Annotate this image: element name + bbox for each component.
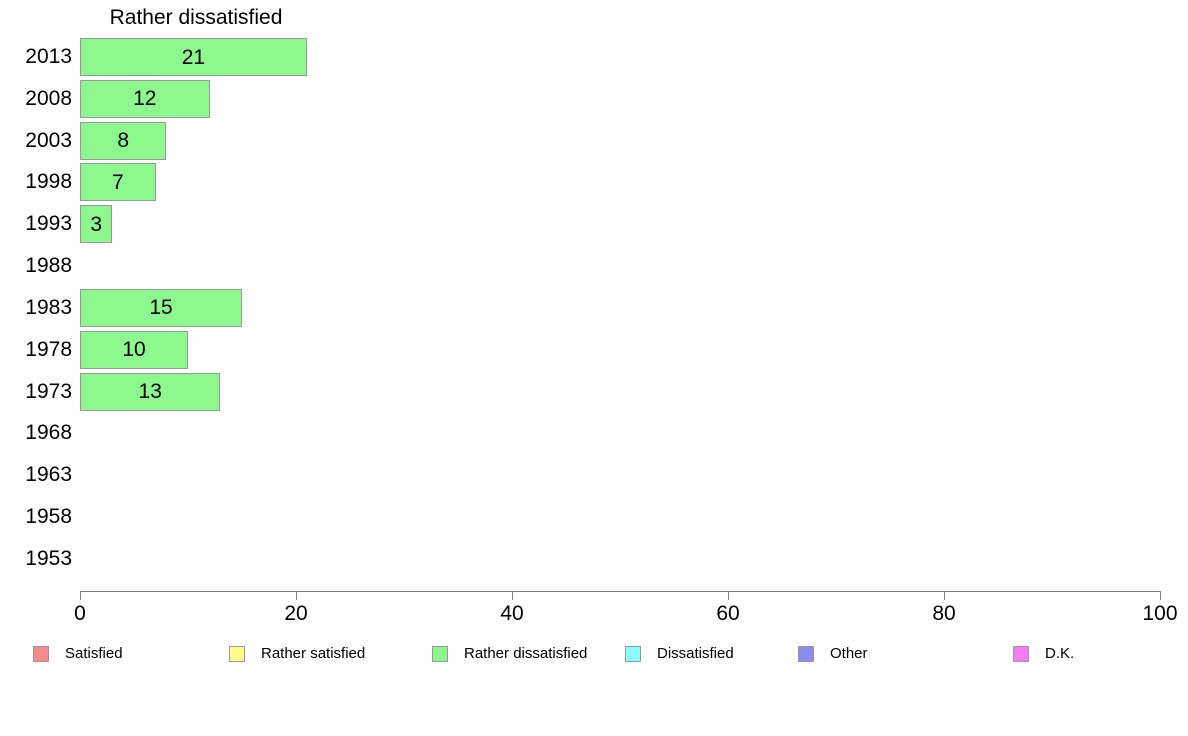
- year-label: 2008: [25, 86, 72, 110]
- legend-label: Dissatisfied: [657, 645, 734, 662]
- x-axis-tick: [511, 591, 513, 600]
- legend-item-satisfied: Satisfied: [33, 646, 123, 662]
- legend-swatch: [798, 646, 814, 662]
- bar-rather-dissatisfied: 10: [80, 330, 188, 369]
- chart-title: Rather dissatisfied: [109, 6, 283, 29]
- bar-value-label: 15: [149, 296, 173, 320]
- bar-rather-dissatisfied: 21: [80, 38, 307, 76]
- year-label: 1998: [25, 170, 72, 194]
- x-axis-tick: [727, 591, 729, 600]
- year-label: 1993: [25, 212, 72, 236]
- legend-item-rather-satisfied: Rather satisfied: [229, 646, 365, 662]
- legend-swatch: [1013, 646, 1029, 662]
- year-label: 1988: [25, 254, 72, 278]
- bar-value-label: 10: [122, 338, 146, 362]
- bar-rather-dissatisfied: 13: [80, 372, 221, 411]
- bar-value-label: 7: [111, 170, 124, 194]
- legend-label: Satisfied: [65, 645, 123, 662]
- bar-value-label: 8: [117, 129, 130, 153]
- year-label: 2013: [25, 45, 72, 68]
- x-axis-tick-label: 60: [716, 602, 740, 625]
- x-axis-tick: [943, 591, 945, 600]
- x-axis-tick-label: 0: [74, 602, 86, 625]
- x-axis-tick-label: 40: [500, 602, 524, 625]
- legend-label: Rather satisfied: [261, 645, 366, 662]
- year-label: 2003: [25, 128, 72, 152]
- x-axis-tick: [79, 591, 81, 600]
- year-label: 1983: [25, 295, 72, 319]
- year-label: 1958: [25, 505, 72, 529]
- legend-swatch: [229, 646, 245, 662]
- bar-rather-dissatisfied: 7: [80, 163, 156, 202]
- bar-rather-dissatisfied: 3: [80, 205, 113, 244]
- legend-swatch: [432, 646, 448, 662]
- year-label: 1953: [25, 546, 72, 570]
- year-label: 1963: [25, 463, 72, 487]
- year-label: 1968: [25, 421, 72, 445]
- legend-label: Rather dissatisfied: [464, 645, 588, 662]
- x-axis-tick: [1159, 591, 1161, 600]
- legend-label: D.K.: [1045, 645, 1075, 662]
- year-label: 1978: [25, 337, 72, 361]
- legend-item-dissatisfied: Dissatisfied: [625, 646, 734, 662]
- bar-value-label: 13: [138, 380, 162, 404]
- legend-item-d-k: D.K.: [1013, 646, 1074, 662]
- x-axis-tick: [295, 591, 297, 600]
- legend-item-other: Other: [798, 646, 868, 662]
- bar-value-label: 3: [90, 212, 103, 236]
- bar-value-label: 12: [133, 87, 157, 111]
- x-axis-tick-label: 80: [932, 602, 956, 625]
- bar-value-label: 21: [181, 45, 206, 69]
- legend-label: Other: [830, 645, 868, 662]
- legend-item-rather-dissatisfied: Rather dissatisfied: [432, 646, 587, 662]
- x-axis-line: [80, 591, 1160, 592]
- bar-rather-dissatisfied: 12: [80, 79, 210, 118]
- bar-rather-dissatisfied: 15: [80, 288, 242, 327]
- x-axis-tick-label: 20: [284, 602, 308, 625]
- bar-rather-dissatisfied: 8: [80, 121, 167, 160]
- year-label: 1973: [25, 379, 72, 403]
- x-axis-tick-label: 100: [1142, 602, 1178, 625]
- legend-swatch: [625, 646, 641, 662]
- legend-swatch: [33, 646, 49, 662]
